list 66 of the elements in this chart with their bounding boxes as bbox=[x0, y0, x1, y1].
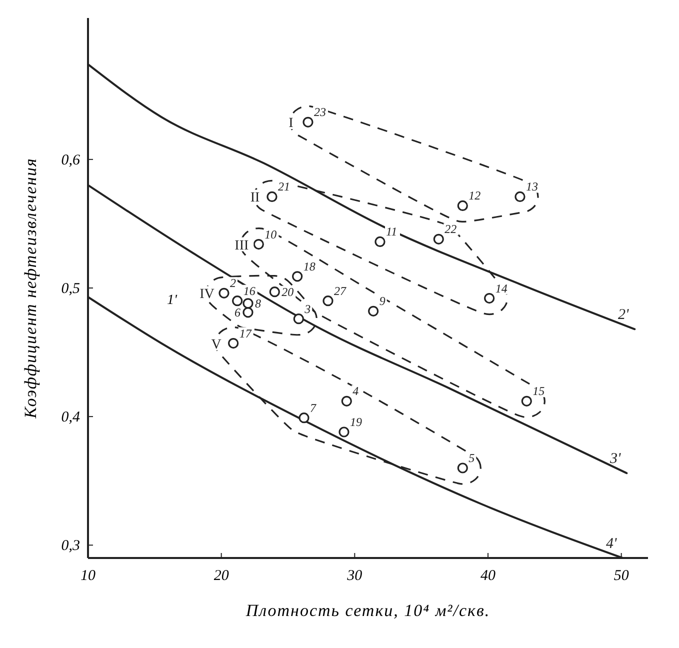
annotation: 7 bbox=[310, 400, 317, 415]
point bbox=[228, 338, 239, 349]
annotation: 3 bbox=[304, 302, 311, 316]
point bbox=[266, 191, 278, 202]
annotation: 27 bbox=[334, 284, 347, 298]
annotation: 10 bbox=[264, 227, 277, 242]
annotation: 15 bbox=[532, 384, 545, 398]
point bbox=[218, 288, 230, 298]
annotation: 16 bbox=[243, 284, 256, 298]
series-label: 4' bbox=[606, 536, 618, 552]
annotation: 13 bbox=[526, 180, 538, 194]
x-tick-label: 50 bbox=[614, 568, 630, 584]
point bbox=[298, 412, 310, 424]
point bbox=[242, 298, 254, 309]
annotation: 4 bbox=[352, 384, 359, 398]
point bbox=[269, 286, 280, 298]
point bbox=[457, 200, 468, 212]
annotation: 17 bbox=[239, 326, 252, 340]
point bbox=[292, 271, 303, 282]
point bbox=[457, 462, 468, 474]
annotation: 21 bbox=[278, 180, 290, 194]
point bbox=[514, 191, 526, 202]
series-label: IV bbox=[200, 287, 214, 302]
annotation: 12 bbox=[468, 188, 481, 203]
point bbox=[242, 307, 254, 318]
x-tick-label: 20 bbox=[214, 568, 230, 584]
point bbox=[322, 296, 334, 306]
series-label: II bbox=[250, 190, 260, 206]
series-label: I bbox=[288, 116, 294, 132]
y-tick-label: 0,3 bbox=[61, 538, 80, 554]
point bbox=[293, 314, 304, 324]
series-label: V bbox=[211, 337, 222, 352]
y-axis-title: Коэффициент нефтеизвлечения bbox=[21, 158, 40, 420]
annotation: 9 bbox=[379, 294, 386, 308]
x-tick-label: 10 bbox=[80, 568, 96, 584]
series-label: III bbox=[234, 238, 249, 254]
x-tick-label: 40 bbox=[480, 568, 496, 584]
y-tick-label: 0,6 bbox=[61, 152, 80, 168]
y-tick-label: 0,5 bbox=[61, 281, 80, 297]
annotation: 8 bbox=[255, 296, 261, 310]
point bbox=[374, 236, 386, 248]
annotation: 1' bbox=[167, 293, 178, 308]
point bbox=[433, 234, 444, 244]
annotation: 2 bbox=[230, 276, 236, 290]
point bbox=[521, 396, 532, 406]
annotation: 18 bbox=[303, 259, 316, 274]
annotation: 6 bbox=[234, 305, 240, 320]
annotation: 23 bbox=[314, 105, 326, 120]
point bbox=[253, 238, 264, 250]
point bbox=[341, 396, 352, 406]
point bbox=[484, 292, 495, 304]
point bbox=[302, 116, 314, 128]
annotation: 14 bbox=[495, 281, 508, 296]
series-label: 3' bbox=[608, 451, 622, 468]
x-axis-title: Плотность сетки, 10⁴ м²/скв. bbox=[244, 601, 490, 620]
annotation: 22 bbox=[444, 222, 457, 236]
annotation: 20 bbox=[282, 284, 294, 299]
annotation: 11 bbox=[386, 224, 398, 239]
series-label: 2' bbox=[618, 307, 630, 324]
annotation: 19 bbox=[350, 415, 362, 429]
x-tick-label: 30 bbox=[346, 568, 363, 584]
point bbox=[232, 296, 243, 306]
point bbox=[368, 306, 379, 316]
y-tick-label: 0,4 bbox=[61, 410, 80, 426]
annotation: 5 bbox=[468, 451, 475, 465]
point bbox=[338, 426, 350, 438]
